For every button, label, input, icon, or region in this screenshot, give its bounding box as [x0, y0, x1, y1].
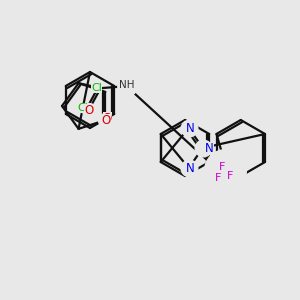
Text: N: N — [185, 122, 194, 134]
Text: F: F — [219, 162, 226, 172]
Text: NH: NH — [119, 80, 134, 90]
Text: Cl: Cl — [78, 103, 88, 113]
Text: N: N — [185, 161, 194, 175]
Text: F: F — [215, 173, 222, 183]
Text: O: O — [84, 104, 93, 117]
Text: N: N — [205, 142, 214, 154]
Text: Cl: Cl — [92, 83, 102, 93]
Text: O: O — [102, 114, 111, 127]
Text: O: O — [103, 112, 112, 124]
Text: F: F — [227, 171, 234, 181]
